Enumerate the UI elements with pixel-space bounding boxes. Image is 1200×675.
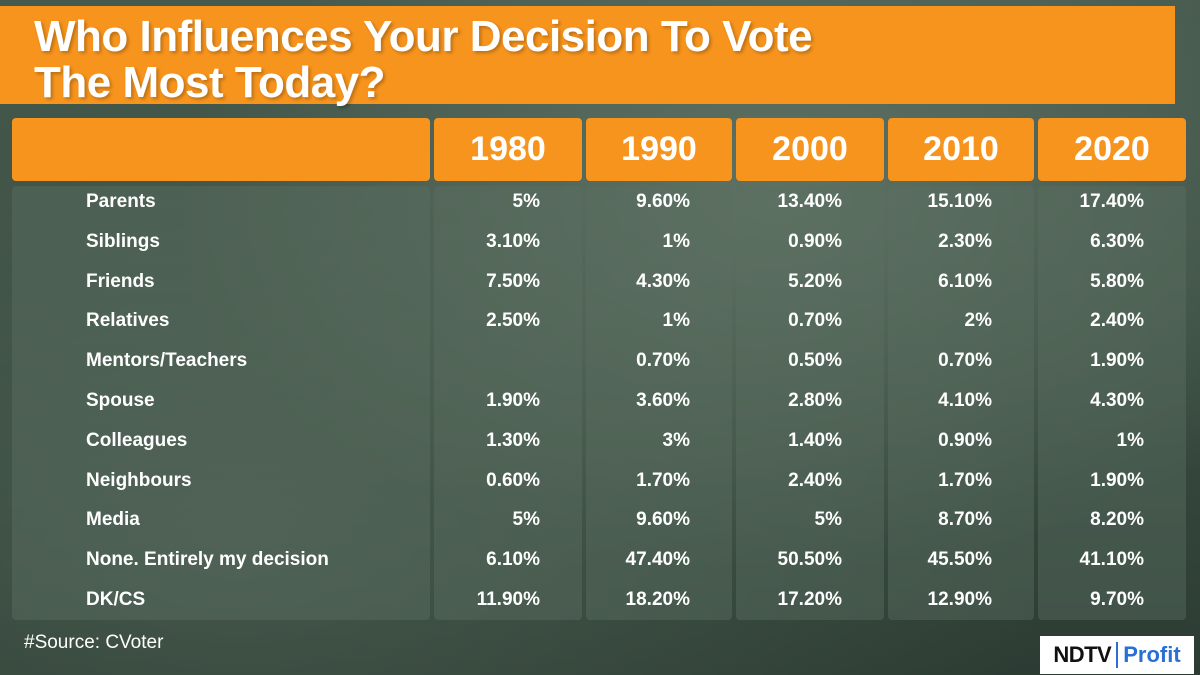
table-cell-value: 1.70% <box>938 469 992 491</box>
logo-separator <box>1116 642 1119 668</box>
row-label: Spouse <box>86 390 155 411</box>
column-panel <box>736 186 884 620</box>
logo-ndtv-text: NDTV <box>1053 642 1112 667</box>
table-cell-value: 2.40% <box>788 469 842 491</box>
table-cell-value: 1.40% <box>788 429 842 451</box>
table-cell-value: 2% <box>964 310 992 332</box>
table-cell-value: 2.30% <box>938 230 992 252</box>
table-cell-value: 3.60% <box>636 390 690 411</box>
table-cell-value: 1.70% <box>636 469 690 491</box>
chart-title: Who Influences Your Decision To Vote The… <box>34 12 813 107</box>
table-cell-value: 17.40% <box>1079 191 1144 212</box>
table-cell-value: 0.60% <box>486 469 540 491</box>
column-panel <box>1038 186 1186 620</box>
row-label: Siblings <box>86 230 160 252</box>
chart-title-line-1: Who Influences Your Decision To Vote <box>34 12 813 61</box>
table-cell-value: 2.50% <box>486 310 540 332</box>
table-cell-value: 12.90% <box>927 589 992 610</box>
table-cell-value: 6.10% <box>938 270 992 292</box>
table-cell-value: 18.20% <box>625 589 690 610</box>
table-cell-value: 1.90% <box>1090 350 1144 372</box>
table-cell-value: 9.70% <box>1090 589 1144 610</box>
table-cell-value: 1% <box>662 310 690 332</box>
row-label: DK/CS <box>86 589 146 610</box>
row-label: Media <box>86 509 140 531</box>
row-label: Parents <box>86 191 156 212</box>
row-label: Relatives <box>86 310 170 332</box>
table-cell-value: 4.10% <box>938 390 992 411</box>
row-label: Colleagues <box>86 429 188 451</box>
table-cell-value: 6.10% <box>486 549 540 571</box>
table-cell-value: 5.80% <box>1090 270 1144 292</box>
header-cell-blank <box>12 118 430 181</box>
column-header: 2020 <box>1038 118 1186 181</box>
column-panel <box>12 186 430 620</box>
chart-title-line-2: The Most Today? <box>34 58 386 107</box>
table-cell-value: 45.50% <box>927 549 992 571</box>
table-cell-value: 2.80% <box>788 390 842 411</box>
row-label: Friends <box>86 270 155 292</box>
column-header: 1990 <box>586 118 732 181</box>
row-label: None. Entirely my decision <box>86 549 329 571</box>
table-cell-value: 8.70% <box>938 509 992 531</box>
table-cell-value: 0.70% <box>788 310 842 332</box>
table-cell-value: 1.30% <box>486 429 540 451</box>
column-header: 1980 <box>434 118 582 181</box>
table-cell-value: 15.10% <box>927 191 992 212</box>
table-cell-value: 1.90% <box>486 390 540 411</box>
table-cell-value: 17.20% <box>777 589 842 610</box>
table-cell-value: 2.40% <box>1090 310 1144 332</box>
table-cell-value: 0.90% <box>788 230 842 252</box>
column-header: 2010 <box>888 118 1034 181</box>
table-cell-value: 9.60% <box>636 191 690 212</box>
logo-profit-text: Profit <box>1123 642 1181 667</box>
table-cell-value: 5% <box>814 509 842 531</box>
table-cell-value: 5.20% <box>788 270 842 292</box>
table-cell-value: 8.20% <box>1090 509 1144 531</box>
table-cell-value: 5% <box>512 191 540 212</box>
row-label: Neighbours <box>86 469 192 491</box>
table-cell-value: 41.10% <box>1079 549 1144 571</box>
table-cell-value: 9.60% <box>636 509 690 531</box>
table-cell-value: 1% <box>1116 429 1144 451</box>
row-label: Mentors/Teachers <box>86 350 248 372</box>
table-cell-value: 50.50% <box>777 549 842 571</box>
table-cell-value: 0.90% <box>938 429 992 451</box>
table-cell-value: 13.40% <box>777 191 842 212</box>
table-cell-value: 0.70% <box>636 350 690 372</box>
table-cell-value: 4.30% <box>636 270 690 292</box>
table-cell-value: 1.90% <box>1090 469 1144 491</box>
table-cell-value: 11.90% <box>476 589 540 610</box>
table-cell-value <box>420 341 540 381</box>
table-cell-value: 0.70% <box>938 350 992 372</box>
table-cell-value: 5% <box>512 509 540 531</box>
column-panel <box>434 186 582 620</box>
source-note: #Source: CVoter <box>24 632 164 653</box>
column-panel <box>586 186 732 620</box>
table-cell-value: 0.50% <box>788 350 842 372</box>
ndtv-profit-logo: NDTV Profit <box>1040 636 1194 674</box>
column-panel <box>888 186 1034 620</box>
table-cell-value: 7.50% <box>486 270 540 292</box>
table-cell-value: 4.30% <box>1090 390 1144 411</box>
table-cell-value: 47.40% <box>625 549 690 571</box>
table-cell-value: 1% <box>662 230 690 252</box>
column-header: 2000 <box>736 118 884 181</box>
table-cell-value: 3.10% <box>486 230 540 252</box>
table-cell-value: 6.30% <box>1090 230 1144 252</box>
title-bar: Who Influences Your Decision To Vote The… <box>0 6 1175 107</box>
table-cell-value: 3% <box>662 429 690 451</box>
